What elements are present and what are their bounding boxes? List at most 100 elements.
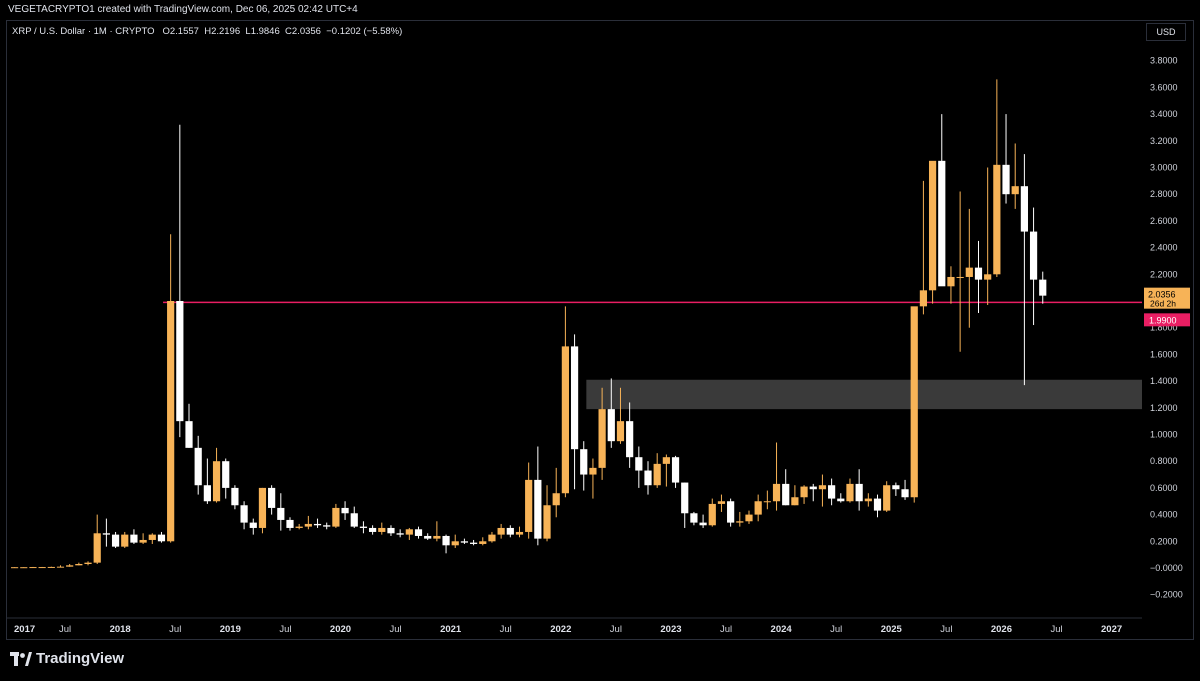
- candle-body[interactable]: [993, 164, 1001, 275]
- candle-body[interactable]: [130, 534, 138, 543]
- candle-body[interactable]: [552, 493, 560, 506]
- candle-body[interactable]: [653, 463, 661, 486]
- candle-body[interactable]: [258, 487, 267, 528]
- candle-body[interactable]: [837, 498, 845, 502]
- candle-body[interactable]: [20, 567, 28, 569]
- candle-body[interactable]: [671, 457, 680, 483]
- candle-body[interactable]: [736, 521, 744, 523]
- candle-body[interactable]: [763, 501, 771, 503]
- candle-body[interactable]: [543, 505, 551, 539]
- candle-body[interactable]: [424, 535, 432, 539]
- candle-body[interactable]: [194, 447, 202, 486]
- candle-body[interactable]: [515, 531, 524, 535]
- candle-body[interactable]: [635, 457, 643, 471]
- candle-body[interactable]: [341, 507, 349, 514]
- candle-body[interactable]: [323, 525, 331, 527]
- candle-body[interactable]: [10, 567, 19, 569]
- candle-body[interactable]: [626, 421, 634, 458]
- candle-body[interactable]: [479, 541, 487, 544]
- candle-body[interactable]: [717, 501, 726, 504]
- candle-body[interactable]: [984, 274, 992, 280]
- candle-body[interactable]: [231, 487, 239, 506]
- candle-body[interactable]: [286, 519, 294, 528]
- candle-body[interactable]: [295, 526, 303, 528]
- candle-body[interactable]: [240, 505, 248, 523]
- candle-body[interactable]: [892, 485, 900, 490]
- candle-body[interactable]: [176, 301, 184, 422]
- candle-body[interactable]: [387, 527, 395, 534]
- candle-body[interactable]: [277, 507, 285, 520]
- candle-body[interactable]: [534, 479, 542, 539]
- candle-body[interactable]: [506, 527, 514, 535]
- candle-body[interactable]: [644, 470, 652, 486]
- candle-body[interactable]: [883, 485, 891, 511]
- candle-body[interactable]: [580, 449, 588, 475]
- candle-body[interactable]: [708, 503, 716, 526]
- candle-body[interactable]: [681, 482, 689, 514]
- candle-body[interactable]: [956, 276, 964, 278]
- candle-body[interactable]: [616, 421, 625, 442]
- candle-body[interactable]: [928, 160, 937, 291]
- candle-body[interactable]: [488, 534, 496, 542]
- candle-body[interactable]: [167, 301, 175, 542]
- candle-body[interactable]: [212, 461, 221, 502]
- candle-body[interactable]: [29, 567, 37, 569]
- candle-body[interactable]: [846, 483, 854, 502]
- candle-body[interactable]: [570, 346, 579, 450]
- candle-body[interactable]: [662, 457, 670, 464]
- candle-body[interactable]: [148, 534, 156, 540]
- candle-body[interactable]: [1011, 186, 1019, 195]
- candle-body[interactable]: [157, 534, 166, 542]
- candle-body[interactable]: [332, 507, 340, 527]
- candle-body[interactable]: [47, 566, 55, 568]
- candle-body[interactable]: [414, 529, 423, 536]
- candle-body[interactable]: [460, 541, 469, 543]
- candle-body[interactable]: [910, 306, 918, 498]
- candle-body[interactable]: [75, 563, 83, 566]
- candle-body[interactable]: [901, 489, 909, 498]
- candle-body[interactable]: [525, 479, 533, 532]
- candle-body[interactable]: [690, 513, 698, 523]
- candle-body[interactable]: [405, 529, 413, 535]
- candle-body[interactable]: [313, 523, 322, 526]
- candle-body[interactable]: [359, 526, 368, 528]
- candle-body[interactable]: [1002, 164, 1010, 195]
- candle-body[interactable]: [745, 514, 753, 522]
- candle-body[interactable]: [772, 483, 781, 502]
- candle-body[interactable]: [1039, 279, 1047, 296]
- candle-body[interactable]: [947, 276, 955, 287]
- candle-body[interactable]: [102, 533, 110, 535]
- currency-button[interactable]: USD: [1146, 23, 1186, 41]
- candle-body[interactable]: [268, 487, 276, 508]
- candle-body[interactable]: [699, 522, 707, 526]
- candle-body[interactable]: [855, 483, 863, 502]
- candle-body[interactable]: [369, 527, 377, 532]
- candle-body[interactable]: [1029, 231, 1038, 280]
- candle-body[interactable]: [469, 542, 478, 544]
- candle-body[interactable]: [84, 562, 92, 564]
- candle-body[interactable]: [965, 267, 973, 277]
- candle-body[interactable]: [809, 486, 817, 490]
- candle-body[interactable]: [1020, 186, 1028, 232]
- candle-body[interactable]: [873, 498, 882, 511]
- candle-body[interactable]: [607, 409, 615, 442]
- candle-body[interactable]: [249, 522, 257, 528]
- candle-body[interactable]: [378, 527, 386, 532]
- candle-body[interactable]: [93, 533, 101, 563]
- candle-body[interactable]: [974, 267, 983, 280]
- candles[interactable]: [10, 79, 1047, 569]
- candle-body[interactable]: [56, 566, 65, 568]
- candle-body[interactable]: [782, 483, 790, 506]
- candle-body[interactable]: [598, 409, 606, 468]
- candle-body[interactable]: [451, 541, 459, 546]
- candle-body[interactable]: [185, 421, 193, 448]
- candle-body[interactable]: [350, 513, 358, 527]
- candle-body[interactable]: [818, 485, 827, 490]
- candle-body[interactable]: [828, 485, 836, 499]
- candle-body[interactable]: [561, 346, 569, 494]
- candle-body[interactable]: [222, 461, 230, 488]
- candle-body[interactable]: [800, 486, 808, 498]
- candle-body[interactable]: [121, 534, 129, 547]
- candle-body[interactable]: [396, 533, 404, 535]
